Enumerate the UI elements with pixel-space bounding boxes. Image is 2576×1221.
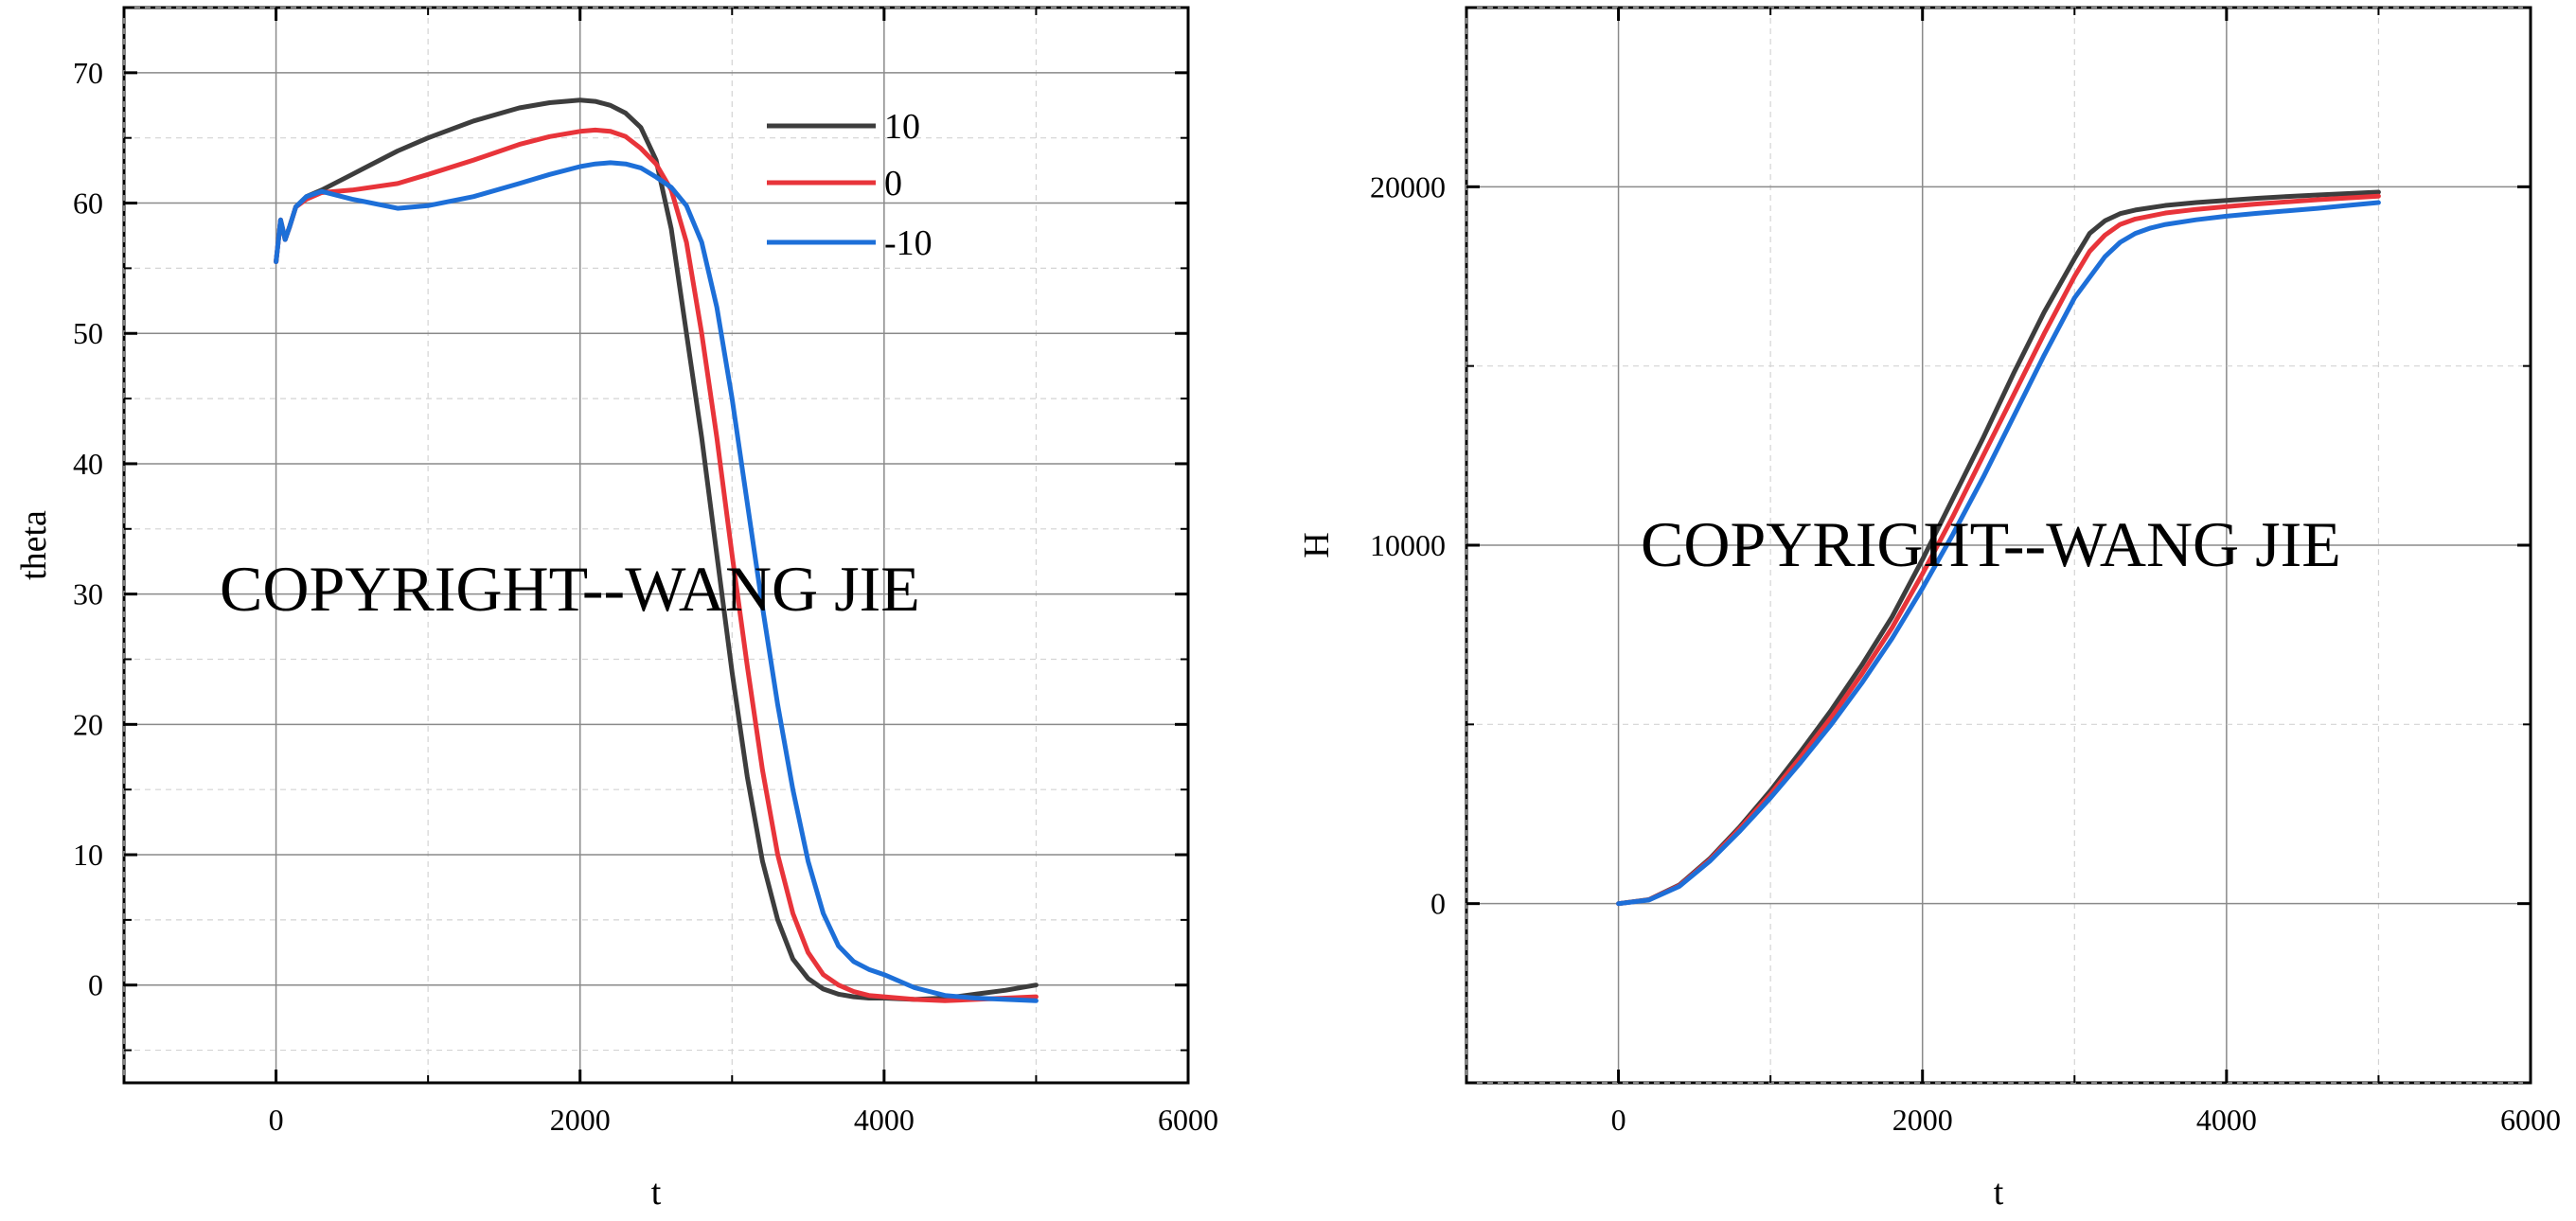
theta-series-line-10: [274, 97, 1039, 1002]
theta-x-axis-label: t: [651, 1173, 662, 1212]
h-y-tick-label: 0: [1430, 887, 1446, 921]
theta-y-tick-label: 30: [73, 577, 103, 611]
theta-series-line-minus-10: [274, 160, 1039, 1003]
theta-ticks: 0 2000 4000 6000 0 10 20 30 40 50 60 70: [73, 7, 1218, 1137]
h-y-tick-label: 20000: [1370, 169, 1446, 204]
h-series-lines: [1616, 189, 2381, 907]
theta-y-tick-label: 10: [73, 838, 103, 872]
h-x-tick-label: 2000: [1892, 1103, 1953, 1137]
watermark-right: COPYRIGHT--WANG JIE: [1641, 508, 2341, 580]
legend-label-10: 10: [884, 107, 920, 147]
theta-y-tick-label: 20: [73, 707, 103, 741]
h-grid: [1466, 7, 2531, 1084]
theta-grid: [123, 7, 1188, 1083]
theta-y-tick-label: 50: [73, 316, 103, 350]
h-x-tick-label: 6000: [2500, 1103, 2561, 1137]
theta-y-tick-label: 70: [73, 56, 103, 90]
h-x-tick-label: 0: [1611, 1103, 1626, 1137]
h-ticks: 0 2000 4000 6000 0 10000 20000: [1370, 7, 2561, 1137]
h-y-tick-label: 10000: [1370, 528, 1446, 562]
h-x-tick-label: 4000: [2196, 1103, 2257, 1137]
theta-x-tick-label: 0: [269, 1103, 284, 1137]
theta-y-tick-label: 60: [73, 186, 103, 221]
legend-label-minus-10: -10: [884, 223, 933, 263]
theta-series-lines: [274, 97, 1039, 1003]
theta-x-tick-label: 4000: [854, 1103, 915, 1137]
h-series-line-2: [1616, 200, 2381, 907]
h-chart-panel: 0 2000 4000 6000 0 10000 20000 t H COPYRIGHT--…: [1297, 6, 2561, 1212]
theta-chart-panel: 0 2000 4000 6000 0 10 20 30 40 50 60 70 t theta 10 …: [14, 6, 1218, 1212]
theta-x-tick-label: 2000: [550, 1103, 611, 1137]
theta-y-axis-label: theta: [14, 510, 54, 580]
legend-label-0: 0: [884, 164, 902, 204]
h-y-axis-label: H: [1297, 532, 1337, 557]
theta-x-tick-label: 6000: [1158, 1103, 1218, 1137]
h-x-axis-label: t: [1994, 1173, 2004, 1212]
watermark-left: COPYRIGHT--WANG JIE: [220, 553, 920, 625]
theta-y-tick-label: 0: [88, 968, 103, 1002]
theta-y-tick-label: 40: [73, 447, 103, 481]
theta-legend: 10 0 -10: [767, 107, 933, 263]
